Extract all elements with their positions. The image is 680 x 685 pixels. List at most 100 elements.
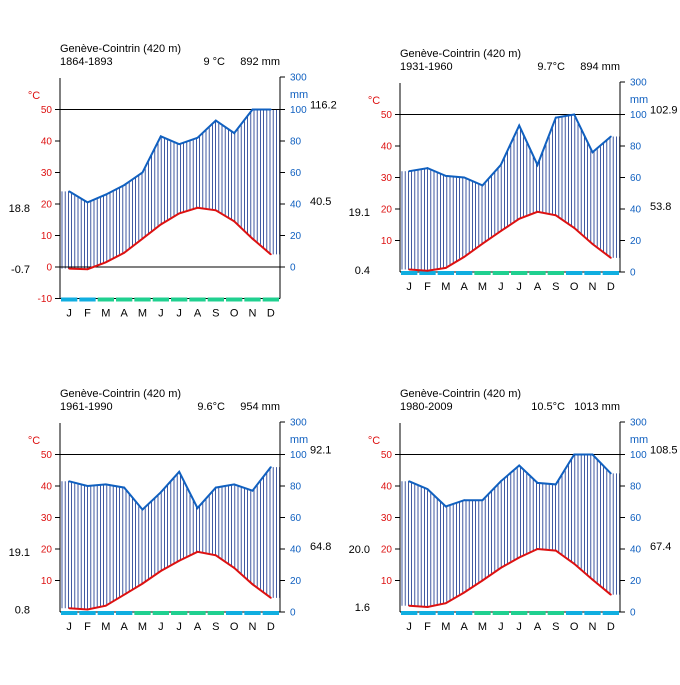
month-label: M	[478, 281, 487, 293]
temperature-point	[426, 606, 429, 608]
frost-cell-sure	[79, 297, 96, 302]
temperature-point	[159, 223, 162, 226]
precipitation-point	[481, 499, 484, 502]
frost-cell-sure	[437, 611, 454, 615]
temperature-tick-label: 10	[41, 576, 53, 587]
precipitation-max-label: 116.2	[310, 100, 337, 112]
precipitation-line	[68, 108, 271, 204]
month-label: D	[607, 281, 615, 293]
temperature-tick-label: 20	[381, 205, 393, 216]
temperature-tick-label: 20	[41, 545, 53, 556]
frost-cell-sure	[566, 611, 583, 615]
month-label: M	[101, 621, 110, 633]
precipitation-point	[68, 190, 71, 193]
month-label: F	[84, 308, 91, 320]
precipitation-point	[444, 175, 447, 177]
frost-cell-sure	[61, 611, 78, 615]
precipitation-point	[536, 164, 539, 166]
frost-cell-sure	[244, 611, 261, 615]
temperature-tick-label: 50	[41, 105, 53, 116]
precipitation-point	[499, 164, 502, 166]
precipitation-point	[518, 464, 521, 467]
frost-cell-sure	[566, 271, 583, 275]
month-label: S	[552, 281, 559, 293]
frost-band	[401, 271, 619, 275]
temperature-point	[86, 268, 89, 271]
precipitation-max-label: 102.9	[650, 105, 678, 117]
month-label: O	[570, 621, 579, 633]
month-label: M	[138, 621, 147, 633]
precipitation-point	[86, 201, 89, 204]
precipitation-tick-label: 60	[630, 173, 642, 184]
frost-cell-possible	[134, 611, 151, 615]
frost-cell-possible	[511, 611, 528, 615]
annual-precipitation: 892 mm	[240, 56, 280, 68]
month-label: A	[194, 308, 202, 320]
temperature-max-label: 19.1	[349, 207, 370, 219]
temperature-point	[196, 206, 199, 209]
precipitation-min-label: 64.8	[310, 541, 331, 553]
temperature-point	[214, 554, 217, 557]
frost-cell-possible	[171, 611, 188, 615]
month-label: A	[534, 621, 542, 633]
precipitation-tick-label: 300	[630, 78, 647, 89]
frost-cell-possible	[474, 611, 491, 615]
temperature-point	[251, 583, 254, 586]
precipitation-tick-label: 20	[290, 231, 302, 242]
temperature-tick-label: 50	[381, 110, 393, 121]
temperature-line	[69, 206, 272, 271]
temperature-point	[141, 582, 144, 585]
temperature-point	[463, 255, 466, 258]
precipitation-tick-label: 300	[290, 418, 307, 429]
frost-cell-sure	[456, 271, 473, 275]
temperature-point	[444, 602, 447, 605]
month-label: O	[230, 308, 239, 320]
precipitation-point	[481, 184, 484, 187]
period-label: 1980-2009	[400, 401, 453, 413]
month-label: A	[460, 281, 468, 293]
precipitation-tick-label: 80	[630, 482, 642, 493]
temperature-point	[269, 596, 272, 599]
precipitation-tick-label: 40	[630, 205, 642, 216]
precipitation-point	[554, 116, 557, 119]
precipitation-point	[536, 481, 539, 484]
temperature-line	[409, 210, 612, 272]
temperature-point	[214, 209, 217, 212]
frost-cell-possible	[529, 271, 546, 275]
precipitation-point	[408, 480, 411, 483]
month-label: N	[249, 308, 257, 320]
precipitation-unit-label: mm	[290, 434, 308, 446]
temperature-point	[499, 230, 502, 232]
temperature-point	[609, 256, 612, 259]
precipitation-tick-label: 0	[630, 608, 636, 619]
frost-cell-sure	[61, 297, 78, 302]
month-label: A	[534, 281, 542, 293]
precipitation-point	[426, 167, 429, 169]
month-label: J	[66, 621, 72, 633]
station-title: Genève-Cointrin (420 m)	[400, 388, 521, 400]
precipitation-tick-label: 40	[290, 200, 302, 211]
precipitation-tick-label: 100	[630, 110, 647, 121]
temperature-tick-label: 50	[41, 450, 53, 461]
temperature-point	[123, 251, 126, 254]
frost-cell-possible	[207, 297, 224, 302]
temperature-tick-label: 30	[41, 168, 53, 179]
month-label: J	[498, 281, 504, 293]
frost-cell-sure	[97, 611, 114, 615]
temperature-point	[426, 269, 429, 272]
month-label: F	[84, 621, 91, 633]
month-label: J	[406, 281, 412, 293]
precipitation-point	[233, 132, 236, 135]
precipitation-tick-label: 20	[290, 576, 302, 587]
temperature-point	[178, 212, 181, 215]
temperature-unit-label: °C	[368, 435, 380, 447]
precipitation-tick-label: 80	[290, 482, 302, 493]
frost-cell-sure	[419, 611, 436, 615]
temperature-tick-label: -10	[38, 294, 53, 305]
precipitation-point	[123, 486, 126, 489]
temperature-point	[123, 593, 126, 596]
month-label: J	[158, 621, 164, 633]
precipitation-max-label: 108.5	[650, 445, 678, 457]
month-label: J	[176, 308, 182, 320]
temperature-point	[86, 608, 89, 611]
